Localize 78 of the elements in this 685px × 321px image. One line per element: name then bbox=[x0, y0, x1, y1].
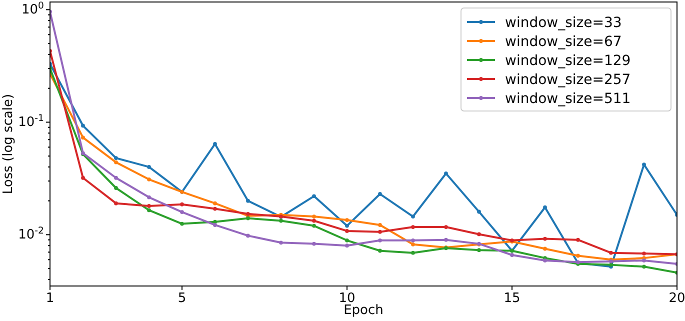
point bbox=[114, 186, 118, 190]
point bbox=[345, 244, 349, 248]
point bbox=[246, 198, 250, 203]
point bbox=[114, 160, 118, 164]
point bbox=[312, 214, 316, 218]
point bbox=[543, 205, 547, 210]
x-tick-label: 10 bbox=[338, 291, 356, 306]
point bbox=[411, 242, 415, 246]
point bbox=[609, 250, 613, 255]
y-tick-label: 10$^{-1}$ bbox=[18, 112, 44, 130]
point bbox=[510, 253, 514, 257]
point bbox=[81, 136, 85, 140]
point bbox=[81, 176, 85, 180]
point bbox=[477, 248, 481, 252]
point bbox=[246, 234, 250, 238]
point bbox=[213, 220, 217, 224]
point bbox=[477, 232, 481, 236]
point bbox=[147, 195, 151, 200]
point bbox=[147, 204, 151, 208]
point bbox=[345, 228, 349, 233]
legend-label: window_size=33 bbox=[505, 15, 622, 31]
point bbox=[543, 246, 547, 251]
point bbox=[213, 206, 217, 211]
point bbox=[411, 225, 415, 229]
point bbox=[411, 238, 415, 242]
x-tick-label: 20 bbox=[668, 291, 685, 306]
point bbox=[642, 264, 646, 269]
point bbox=[312, 194, 316, 198]
point bbox=[444, 238, 448, 242]
point bbox=[444, 225, 448, 229]
point bbox=[378, 238, 382, 242]
point bbox=[642, 258, 646, 262]
point bbox=[147, 177, 151, 182]
point bbox=[378, 192, 382, 196]
point bbox=[411, 250, 415, 255]
y-axis-title: Loss (log scale) bbox=[1, 94, 16, 194]
x-axis-title: Epoch bbox=[344, 303, 384, 318]
point bbox=[114, 156, 118, 160]
point bbox=[345, 218, 349, 222]
y-tick-label: 10$^{0}$ bbox=[22, 0, 44, 18]
point bbox=[213, 223, 217, 227]
point bbox=[642, 252, 646, 256]
point bbox=[312, 242, 316, 246]
point bbox=[411, 214, 415, 218]
point bbox=[576, 254, 580, 258]
point bbox=[180, 222, 184, 226]
point bbox=[312, 218, 316, 223]
point bbox=[576, 238, 580, 242]
point bbox=[213, 201, 217, 206]
point bbox=[345, 224, 349, 228]
x-tick-label: 1 bbox=[46, 291, 54, 306]
point bbox=[114, 176, 118, 180]
point bbox=[114, 201, 118, 206]
point bbox=[180, 210, 184, 214]
point bbox=[378, 223, 382, 227]
point bbox=[81, 124, 85, 128]
legend-label: window_size=67 bbox=[505, 34, 622, 50]
point bbox=[543, 236, 547, 241]
point bbox=[378, 248, 382, 253]
legend-label: window_size=129 bbox=[505, 53, 631, 69]
point bbox=[180, 202, 184, 206]
point bbox=[279, 240, 283, 245]
point bbox=[147, 165, 151, 169]
point bbox=[147, 208, 151, 212]
y-tick-label: 10$^{-2}$ bbox=[18, 225, 44, 243]
point bbox=[345, 238, 349, 242]
x-tick-label: 5 bbox=[178, 291, 186, 306]
point bbox=[477, 210, 481, 214]
point bbox=[246, 216, 250, 220]
point bbox=[444, 172, 448, 176]
legend-label: window_size=257 bbox=[505, 72, 631, 88]
point bbox=[279, 218, 283, 223]
legend-label: window_size=511 bbox=[505, 91, 631, 107]
point bbox=[543, 258, 547, 262]
point bbox=[378, 230, 382, 234]
x-tick-label: 15 bbox=[504, 291, 520, 306]
point bbox=[312, 224, 316, 228]
point bbox=[213, 142, 217, 146]
